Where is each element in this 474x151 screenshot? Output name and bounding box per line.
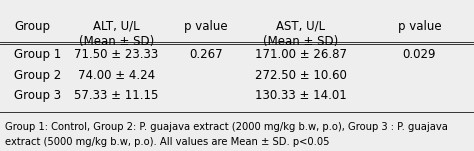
Text: 57.33 ± 11.15: 57.33 ± 11.15 [74, 89, 158, 102]
Text: p value: p value [398, 20, 441, 33]
Text: AST, U/L: AST, U/L [276, 20, 326, 33]
Text: 0.029: 0.029 [403, 48, 436, 61]
Text: 74.00 ± 4.24: 74.00 ± 4.24 [78, 69, 155, 82]
Text: Group 2: Group 2 [14, 69, 62, 82]
Text: 171.00 ± 26.87: 171.00 ± 26.87 [255, 48, 347, 61]
Text: Group 1: Control, Group 2: P. guajava extract (2000 mg/kg b.w, p.o), Group 3 : P: Group 1: Control, Group 2: P. guajava ex… [5, 122, 447, 132]
Text: ALT, U/L: ALT, U/L [93, 20, 139, 33]
Text: 272.50 ± 10.60: 272.50 ± 10.60 [255, 69, 347, 82]
Text: (Mean ± SD): (Mean ± SD) [79, 35, 154, 48]
Text: Group 1: Group 1 [14, 48, 62, 61]
Text: Group 3: Group 3 [14, 89, 61, 102]
Text: (Mean ± SD): (Mean ± SD) [264, 35, 338, 48]
Text: Group: Group [14, 20, 50, 33]
Text: extract (5000 mg/kg b.w, p.o). All values are Mean ± SD. p<0.05: extract (5000 mg/kg b.w, p.o). All value… [5, 137, 329, 147]
Text: 0.267: 0.267 [190, 48, 223, 61]
Text: 130.33 ± 14.01: 130.33 ± 14.01 [255, 89, 347, 102]
Text: p value: p value [184, 20, 228, 33]
Text: 71.50 ± 23.33: 71.50 ± 23.33 [74, 48, 158, 61]
